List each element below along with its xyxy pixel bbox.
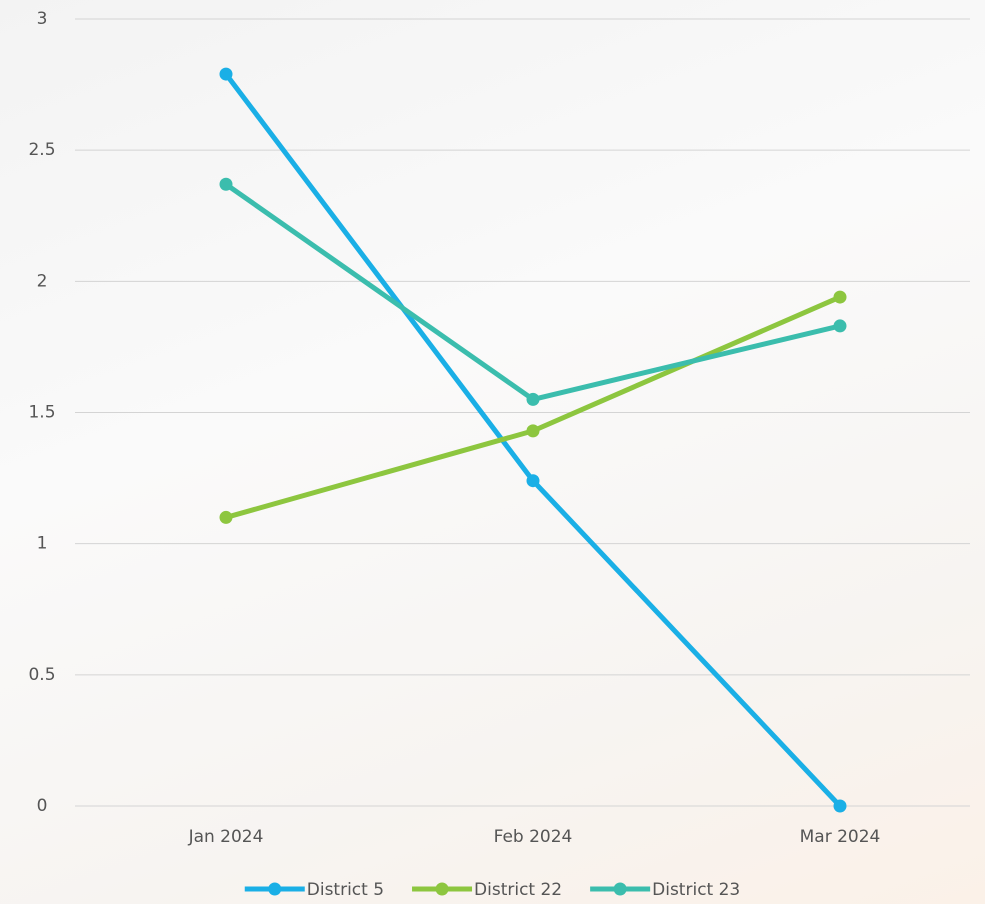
series-line xyxy=(224,72,842,808)
series-line xyxy=(224,182,841,402)
legend-label: District 5 xyxy=(307,880,384,900)
x-tick-label: Feb 2024 xyxy=(494,827,573,847)
y-tick-label: 0.5 xyxy=(28,665,55,685)
legend-swatch-dot xyxy=(268,882,282,896)
y-tick-label: 1 xyxy=(37,534,48,554)
data-point xyxy=(219,177,233,191)
y-tick-label: 2.5 xyxy=(28,140,55,160)
data-point xyxy=(833,290,847,304)
legend-item: District 23 xyxy=(590,880,740,900)
data-point xyxy=(219,67,233,81)
data-point xyxy=(526,392,540,406)
data-point xyxy=(526,474,540,488)
x-tick-label: Jan 2024 xyxy=(188,827,264,847)
legend-item: District 22 xyxy=(412,880,562,900)
data-point xyxy=(833,799,847,813)
y-tick-label: 2 xyxy=(37,271,48,291)
y-tick-label: 1.5 xyxy=(28,403,55,423)
data-point xyxy=(219,510,233,524)
y-tick-label: 3 xyxy=(37,9,48,29)
legend-item: District 5 xyxy=(244,880,384,900)
legend-swatch-dot xyxy=(613,882,627,896)
legend-label: District 23 xyxy=(652,880,740,900)
x-tick-label: Mar 2024 xyxy=(800,827,881,847)
y-tick-label: 0 xyxy=(37,796,48,816)
data-point xyxy=(526,424,540,438)
data-point xyxy=(833,319,847,333)
legend-label: District 22 xyxy=(474,880,562,900)
legend-swatch-dot xyxy=(435,882,449,896)
